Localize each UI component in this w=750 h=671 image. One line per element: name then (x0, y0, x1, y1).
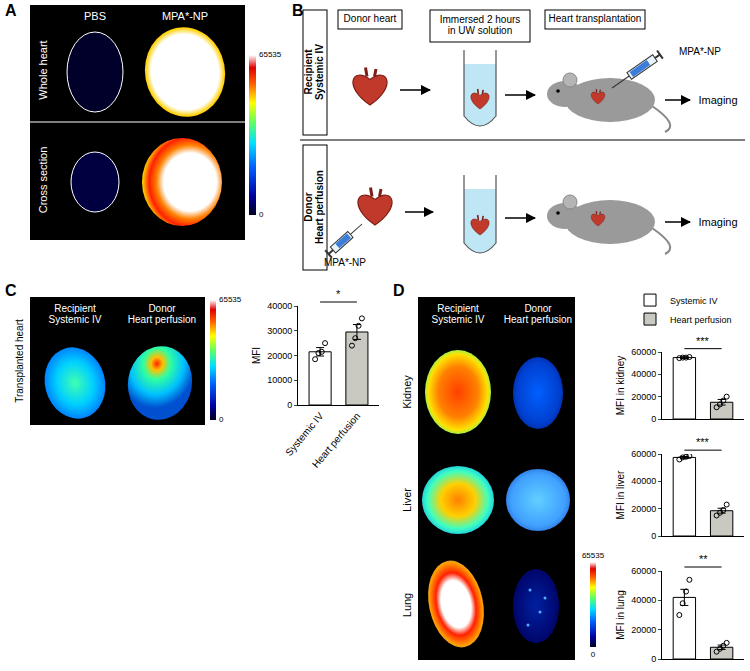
svg-text:Recipient: Recipient (54, 303, 96, 314)
svg-text:0: 0 (651, 531, 656, 541)
svg-text:40000: 40000 (267, 301, 292, 311)
svg-text:40000: 40000 (631, 595, 656, 605)
svg-text:Transplanted heart: Transplanted heart (14, 319, 25, 403)
svg-text:40000: 40000 (631, 476, 656, 486)
svg-text:MPA*-NP: MPA*-NP (324, 257, 366, 268)
svg-text:C: C (5, 282, 17, 299)
svg-text:PBS: PBS (84, 10, 106, 22)
svg-text:D: D (393, 282, 405, 299)
svg-text:65535: 65535 (259, 50, 282, 59)
svg-text:Systemic IV: Systemic IV (670, 296, 718, 306)
svg-text:30000: 30000 (267, 326, 292, 336)
svg-text:Heart perfusion: Heart perfusion (128, 314, 196, 325)
svg-text:MPA*-NP: MPA*-NP (679, 46, 721, 57)
svg-text:B: B (292, 2, 304, 19)
svg-text:Lung: Lung (401, 593, 413, 617)
svg-text:Donor: Donor (524, 303, 552, 314)
svg-text:***: *** (696, 335, 710, 347)
svg-text:MPA*-NP: MPA*-NP (162, 10, 208, 22)
svg-text:Heart perfusion: Heart perfusion (314, 170, 325, 244)
svg-text:Heart perfusion: Heart perfusion (310, 410, 362, 469)
svg-text:***: *** (696, 436, 710, 448)
svg-text:0: 0 (287, 400, 292, 410)
svg-text:Imaging: Imaging (698, 94, 737, 106)
svg-text:Systemic IV: Systemic IV (49, 314, 102, 325)
svg-text:60000: 60000 (631, 566, 656, 576)
svg-text:Donor heart: Donor heart (344, 13, 397, 24)
svg-text:Systemic IV: Systemic IV (283, 410, 326, 458)
svg-text:Systemic IV: Systemic IV (314, 44, 325, 100)
svg-text:Heart transplantation: Heart transplantation (549, 13, 642, 24)
svg-text:*: * (336, 288, 341, 300)
svg-text:20000: 20000 (631, 504, 656, 514)
svg-text:60000: 60000 (631, 347, 656, 357)
svg-text:40000: 40000 (631, 369, 656, 379)
svg-text:0: 0 (219, 415, 224, 424)
svg-text:Systemic IV: Systemic IV (432, 314, 485, 325)
svg-text:MFI in liver: MFI in liver (615, 470, 626, 520)
svg-text:20000: 20000 (631, 625, 656, 635)
svg-text:MFI in kidney: MFI in kidney (615, 356, 626, 415)
svg-text:Heart perfusion: Heart perfusion (504, 314, 572, 325)
svg-text:Donor: Donor (303, 192, 314, 222)
svg-text:Heart perfusion: Heart perfusion (670, 315, 732, 325)
svg-text:Imaging: Imaging (698, 216, 737, 228)
svg-text:0: 0 (591, 650, 596, 659)
svg-text:65535: 65535 (582, 551, 605, 560)
svg-text:**: ** (699, 553, 708, 565)
svg-text:A: A (5, 2, 17, 19)
svg-text:Cross section: Cross section (37, 147, 49, 214)
svg-text:20000: 20000 (267, 351, 292, 361)
svg-text:20000: 20000 (631, 392, 656, 402)
svg-text:0: 0 (651, 414, 656, 424)
svg-text:in UW solution: in UW solution (448, 25, 512, 36)
svg-text:10000: 10000 (267, 375, 292, 385)
svg-text:MFI in lung: MFI in lung (615, 590, 626, 639)
svg-text:Recipient: Recipient (303, 49, 314, 95)
svg-text:Immersed 2 hours: Immersed 2 hours (440, 14, 521, 25)
svg-text:Kidney: Kidney (401, 375, 413, 409)
svg-text:Liver: Liver (401, 488, 413, 512)
svg-text:0: 0 (651, 654, 656, 664)
svg-text:Whole heart: Whole heart (37, 40, 49, 99)
svg-text:65535: 65535 (219, 295, 242, 304)
svg-text:Donor: Donor (148, 303, 176, 314)
svg-text:Recipient: Recipient (437, 303, 479, 314)
svg-text:MFI: MFI (251, 347, 262, 364)
svg-text:60000: 60000 (631, 449, 656, 459)
svg-text:0: 0 (259, 210, 264, 219)
